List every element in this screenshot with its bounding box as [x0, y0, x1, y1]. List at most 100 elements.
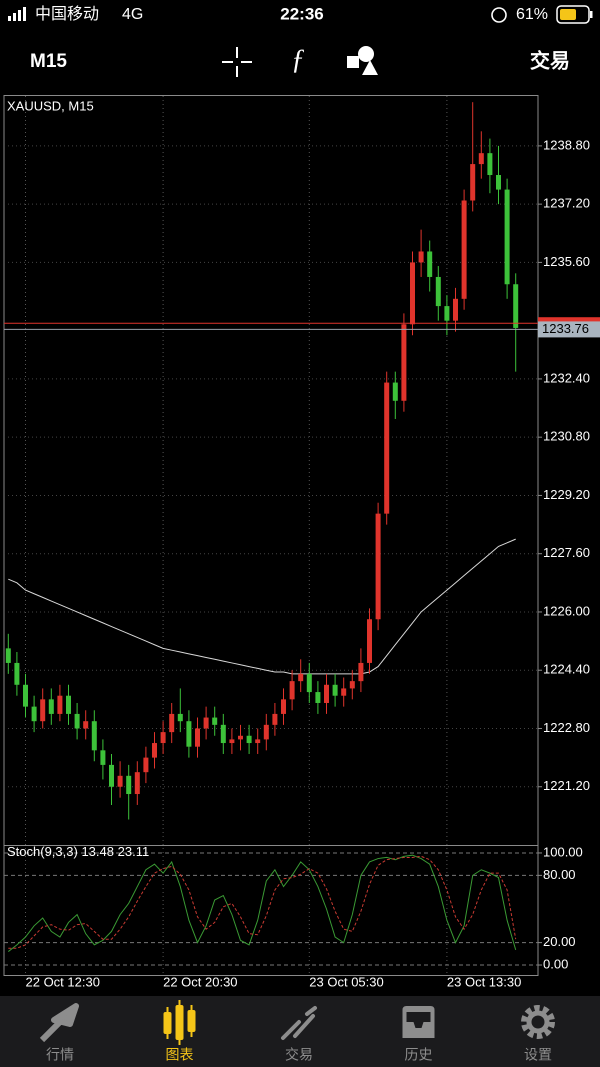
candle-body: [384, 382, 390, 514]
battery-icon: [556, 5, 593, 24]
candle-body: [117, 775, 123, 787]
candle-body: [100, 750, 106, 765]
candle-body: [272, 713, 278, 725]
candle-body: [203, 717, 209, 729]
candle-body: [504, 189, 510, 285]
tab-icon: [402, 1006, 435, 1038]
candle-body: [410, 262, 415, 325]
tab-icon: [187, 1010, 196, 1032]
tab-label: 图表: [166, 1047, 194, 1063]
candle-body: [160, 732, 166, 744]
candle-body: [496, 175, 501, 190]
lock-icon: [491, 7, 507, 23]
tab[interactable]: 历史: [402, 1006, 435, 1063]
indicator-main-value: 13.48: [81, 844, 114, 859]
candle-body: [315, 692, 321, 703]
candle-body: [513, 284, 519, 328]
candle-body: [74, 713, 80, 729]
tab-label: 交易: [285, 1047, 313, 1063]
candle-body: [444, 306, 450, 321]
price-label-box: [538, 321, 600, 338]
y-tick-label: 1237.20: [543, 196, 590, 211]
candle-body: [358, 662, 364, 682]
y-tick-label: 1227.60: [543, 545, 590, 560]
trade-button[interactable]: 交易: [530, 48, 570, 72]
timeframe-button[interactable]: M15: [30, 51, 67, 72]
candle-body: [332, 684, 338, 696]
candle-body: [341, 688, 347, 696]
tab-label: 历史: [405, 1047, 433, 1063]
tab-icon: [175, 1005, 184, 1040]
candle-body: [14, 662, 20, 685]
y-tick-label: 1221.20: [543, 778, 590, 793]
candle-body: [470, 164, 476, 201]
crosshair-button[interactable]: [222, 47, 252, 77]
candle-body: [306, 673, 312, 693]
candle-body: [246, 735, 252, 744]
network: 4G: [122, 6, 143, 23]
y-tick-label: 0.00: [543, 956, 568, 971]
candle-body: [418, 251, 424, 263]
candle-body: [195, 728, 200, 747]
tab-icon: [521, 1005, 555, 1039]
candle-body: [220, 724, 226, 744]
indicator-line: [8, 855, 517, 949]
y-tick-label: 1238.80: [543, 137, 590, 152]
candle-body: [427, 251, 433, 277]
indicator-signal-value: 23.11: [118, 844, 150, 859]
chart-title: XAUUSD, M15: [7, 98, 94, 113]
candle-body: [349, 681, 355, 689]
candle-body: [91, 721, 97, 751]
candle-body: [169, 713, 175, 733]
tab[interactable]: 交易: [281, 1006, 317, 1063]
candle-body: [48, 699, 54, 714]
indicator-title: Stoch(9,3,3) 13.48 23.11: [7, 844, 149, 859]
y-tick-label: 1222.80: [543, 720, 590, 735]
candle-body: [255, 739, 261, 744]
tab-icon: [526, 1010, 550, 1034]
candle-body: [324, 684, 329, 703]
tab-label: 行情: [46, 1047, 74, 1063]
objects-button[interactable]: [347, 46, 378, 75]
x-tick-label: 23 Oct 13:30: [447, 974, 521, 989]
candle-body: [461, 200, 467, 299]
y-tick-label: 80.00: [543, 867, 576, 882]
y-tick-label: 1230.80: [543, 429, 590, 444]
y-tick-label: 1224.40: [543, 662, 590, 677]
candle-body: [212, 717, 218, 725]
tab[interactable]: 设置: [521, 1005, 555, 1063]
candle-body: [57, 695, 63, 714]
y-tick-label: 1226.00: [543, 603, 590, 618]
candle-body: [229, 739, 235, 744]
tab[interactable]: 行情: [39, 1003, 79, 1063]
x-tick-label: 23 Oct 05:30: [309, 974, 383, 989]
candle-body: [478, 153, 484, 165]
indicator-button[interactable]: ƒ: [291, 44, 305, 75]
candle-body: [40, 699, 46, 722]
battery-text: 61%: [516, 6, 548, 23]
candle-body: [143, 757, 149, 773]
candle-body: [152, 743, 157, 758]
carrier: 中国移动: [35, 5, 99, 23]
candle-body: [186, 721, 192, 747]
tab[interactable]: 图表: [163, 1000, 196, 1063]
candle-body: [66, 695, 71, 714]
x-tick-label: 22 Oct 12:30: [26, 974, 100, 989]
candle-body: [263, 724, 269, 740]
tab-icon: [281, 1006, 317, 1040]
y-tick-label: 20.00: [543, 934, 576, 949]
candle-body: [435, 276, 441, 307]
candle-body: [238, 735, 243, 740]
y-tick-label: 100.00: [543, 844, 583, 859]
candle-body: [109, 764, 114, 787]
tab-icon: [39, 1003, 79, 1043]
ask-marker: [538, 317, 600, 324]
clock: 22:36: [280, 4, 323, 23]
y-tick-label: 1235.60: [543, 254, 590, 269]
candle-body: [375, 513, 381, 620]
indicator-line: [7, 854, 517, 952]
candle-body: [83, 721, 89, 729]
candle-body: [31, 706, 37, 722]
